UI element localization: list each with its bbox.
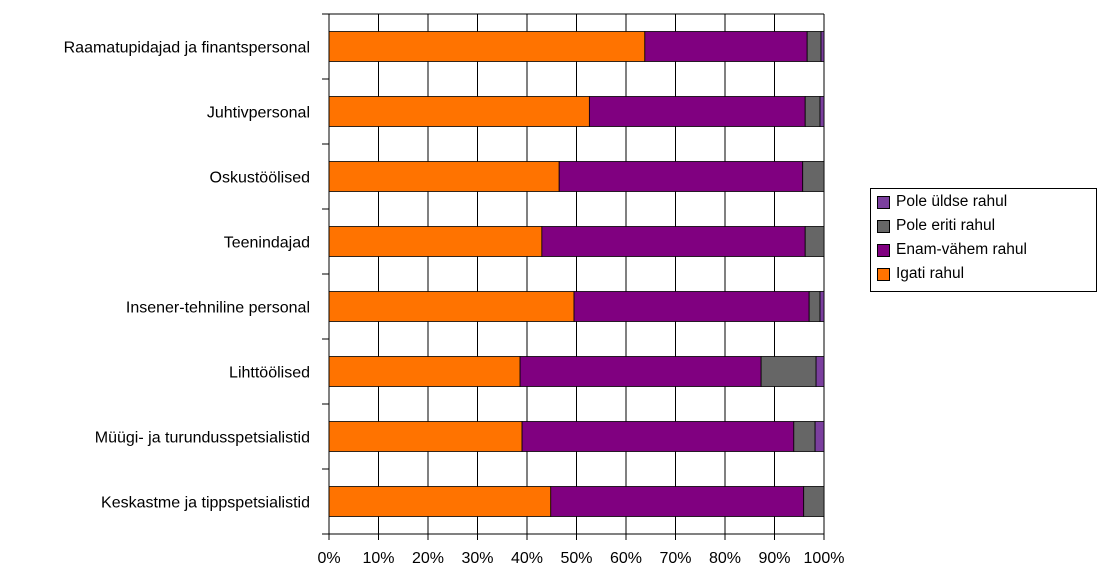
bar-segment — [802, 161, 825, 192]
legend-item: Enam-vähem rahul — [877, 240, 1027, 260]
legend-label: Pole eriti rahul — [896, 217, 996, 234]
bar-segment — [541, 226, 806, 257]
legend-label: Pole üldse rahul — [896, 193, 1008, 210]
legend-label: Enam-vähem rahul — [896, 241, 1027, 258]
x-tick-label: 40% — [511, 550, 543, 567]
bar-segment — [820, 31, 825, 62]
category-label: Keskastme ja tippspetsialistid — [101, 495, 310, 512]
bar-segment — [328, 96, 590, 127]
category-label: Insener-tehniline personal — [126, 300, 310, 317]
bar-segment — [803, 486, 825, 517]
category-label: Lihttöölised — [229, 365, 310, 382]
bar-segment — [806, 31, 822, 62]
bar-segment — [804, 96, 821, 127]
bar-segment — [588, 96, 806, 127]
bar-segment — [814, 421, 825, 452]
bar-segment — [573, 291, 810, 322]
legend-item: Igati rahul — [877, 264, 964, 284]
legend-swatch-pole-eriti-rahul — [877, 219, 890, 233]
bar-segment — [819, 291, 825, 322]
legend-item: Pole eriti rahul — [877, 216, 995, 236]
legend-swatch-enam-vahem-rahul — [877, 243, 890, 257]
bar-segment — [558, 161, 804, 192]
x-tick-label: 80% — [709, 550, 741, 567]
legend-swatch-pole-uldse-rahul — [877, 195, 890, 209]
x-tick-label: 20% — [412, 550, 444, 567]
bar-segment — [328, 31, 646, 62]
x-tick-label: 90% — [758, 550, 790, 567]
legend-swatch-igati-rahul — [877, 267, 890, 281]
x-tick-label: 0% — [317, 550, 340, 567]
bar-segment — [644, 31, 808, 62]
bar-segment — [328, 161, 560, 192]
bar-segment — [519, 356, 762, 387]
bar-segment — [328, 291, 575, 322]
bar-segment — [804, 226, 825, 257]
legend: Pole üldse rahul Pole eriti rahul Enam-v… — [870, 188, 1097, 292]
legend-label: Igati rahul — [896, 265, 965, 282]
bar-segment — [815, 356, 825, 387]
bar-segment — [760, 356, 817, 387]
bar-segment — [328, 421, 523, 452]
bar-segment — [793, 421, 816, 452]
x-tick-label: 50% — [560, 550, 592, 567]
x-tick-label: 10% — [362, 550, 394, 567]
bar-segment — [328, 486, 552, 517]
category-label: Raamatupidajad ja finantspersonal — [64, 40, 310, 57]
x-tick-label: 30% — [461, 550, 493, 567]
bar-segment — [328, 226, 543, 257]
bar-segment — [328, 356, 521, 387]
x-tick-label: 100% — [804, 550, 845, 567]
bar-segment — [521, 421, 795, 452]
bar-segment — [819, 96, 825, 127]
category-label: Müügi- ja turundusspetsialistid — [95, 430, 310, 447]
legend-item: Pole üldse rahul — [877, 192, 1007, 212]
bar-segment — [550, 486, 805, 517]
category-label: Teenindajad — [224, 235, 310, 252]
x-tick-label: 70% — [659, 550, 691, 567]
category-label: Oskustöölised — [210, 170, 311, 187]
category-label: Juhtivpersonal — [207, 105, 310, 122]
x-tick-label: 60% — [610, 550, 642, 567]
bar-segment — [808, 291, 821, 322]
